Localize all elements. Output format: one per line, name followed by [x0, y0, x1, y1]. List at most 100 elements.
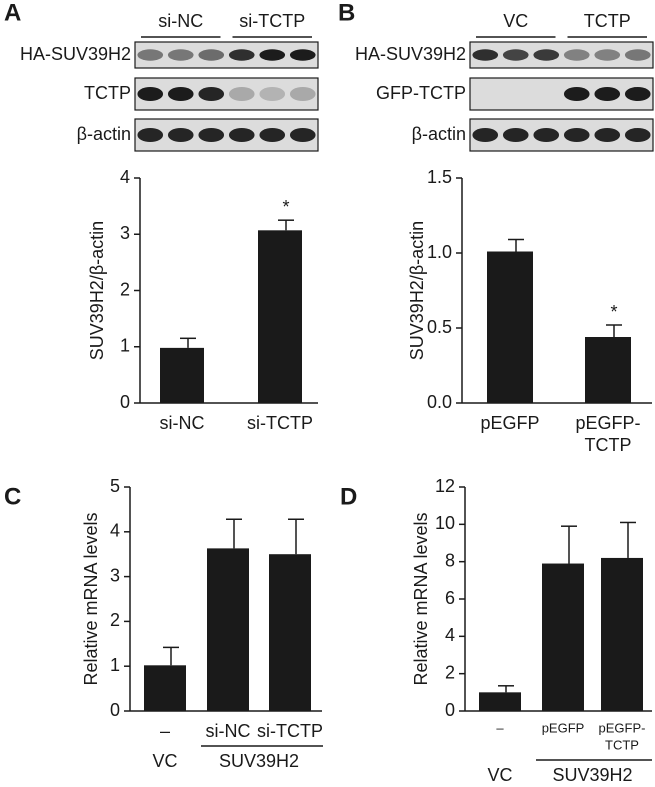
y-tick-label: 12 — [435, 476, 455, 496]
y-tick-label: 5 — [110, 476, 120, 496]
group-label: SUV39H2 — [552, 765, 632, 785]
blot-band — [198, 86, 225, 102]
x-tick-label: – — [496, 720, 504, 735]
y-axis-label: Relative mRNA levels — [411, 512, 431, 685]
blot-band — [137, 49, 164, 61]
blot-band — [624, 49, 651, 61]
x-tick-label: pEGFP — [480, 413, 539, 433]
blot-band — [624, 127, 651, 143]
x-tick-label: si-TCTP — [257, 721, 323, 741]
blot-band — [167, 127, 194, 143]
y-tick-label: 10 — [435, 513, 455, 533]
y-tick-label: 2 — [120, 279, 130, 299]
y-tick-label: 1 — [120, 336, 130, 356]
y-tick-label: 4 — [445, 625, 455, 645]
bar — [269, 554, 311, 711]
y-tick-label: 0 — [110, 700, 120, 720]
blot-band — [563, 86, 590, 102]
group-label: VC — [152, 751, 177, 771]
y-axis-label: Relative mRNA levels — [81, 512, 101, 685]
x-tick-label: TCTP — [585, 435, 632, 455]
x-tick-label: – — [160, 721, 170, 741]
y-tick-label: 2 — [110, 610, 120, 630]
blot-band — [594, 127, 621, 143]
blot-band — [137, 86, 164, 102]
blot-band — [167, 86, 194, 102]
x-tick-label: si-TCTP — [247, 413, 313, 433]
y-tick-label: 3 — [110, 565, 120, 585]
blot-strip — [469, 118, 654, 152]
x-tick-label: TCTP — [605, 737, 639, 752]
blot-band — [533, 127, 560, 143]
y-tick-label: 1.0 — [427, 242, 452, 262]
blot-band — [167, 49, 194, 61]
y-tick-label: 6 — [445, 588, 455, 608]
bar — [585, 337, 631, 403]
y-tick-label: 0.5 — [427, 317, 452, 337]
blot-row-label: TCTP — [84, 83, 131, 103]
blot-band — [259, 86, 286, 102]
panel-label: B — [338, 0, 355, 26]
blot-band — [563, 49, 590, 61]
bar — [207, 548, 249, 711]
y-tick-label: 1 — [110, 655, 120, 675]
blot-strip — [469, 77, 654, 111]
y-tick-label: 0.0 — [427, 392, 452, 412]
x-tick-label: si-NC — [206, 721, 251, 741]
y-tick-label: 2 — [445, 662, 455, 682]
x-tick-label: pEGFP- — [575, 413, 640, 433]
y-tick-label: 1.5 — [427, 167, 452, 187]
bar — [479, 692, 521, 711]
x-tick-label: si-NC — [160, 413, 205, 433]
blot-band — [594, 49, 621, 61]
blot-row-label: β-actin — [412, 124, 466, 144]
panel-label: C — [4, 483, 21, 510]
x-tick-label: pEGFP — [542, 720, 585, 735]
blot-band — [472, 127, 499, 143]
blot-strip — [134, 77, 319, 111]
significance-marker: * — [610, 302, 617, 322]
blot-group-label: VC — [503, 11, 528, 31]
bar — [542, 563, 584, 711]
x-tick-label: pEGFP- — [599, 720, 646, 735]
blot-band — [198, 49, 225, 61]
y-tick-label: 4 — [110, 521, 120, 541]
blot-strip — [469, 41, 654, 69]
blot-band — [228, 49, 255, 61]
blot-band — [624, 86, 651, 102]
blot-band — [289, 86, 316, 102]
bar — [601, 557, 643, 711]
blot-group-label: TCTP — [584, 11, 631, 31]
blot-band — [289, 49, 316, 61]
blot-band — [259, 49, 286, 61]
panel-label: A — [4, 0, 21, 26]
blot-band — [228, 127, 255, 143]
blot-band — [502, 127, 529, 143]
blot-strip — [134, 118, 319, 152]
y-tick-label: 0 — [445, 700, 455, 720]
blot-band — [533, 49, 560, 61]
blot-row-label: β-actin — [77, 124, 131, 144]
bar — [144, 665, 186, 711]
blot-band — [228, 86, 255, 102]
bar — [258, 230, 302, 403]
group-label: SUV39H2 — [219, 751, 299, 771]
blot-strip — [134, 41, 319, 69]
blot-row-label: GFP-TCTP — [376, 83, 466, 103]
y-tick-label: 8 — [445, 550, 455, 570]
blot-group-label: si-TCTP — [239, 11, 305, 31]
blot-group-label: si-NC — [158, 11, 203, 31]
blot-band — [594, 86, 621, 102]
y-tick-label: 4 — [120, 167, 130, 187]
blot-row-label: HA-SUV39H2 — [355, 44, 466, 64]
bar — [160, 347, 204, 403]
blot-band — [137, 127, 164, 143]
y-tick-label: 3 — [120, 223, 130, 243]
y-axis-label: SUV39H2/β-actin — [407, 221, 427, 360]
blot-band — [502, 49, 529, 61]
y-axis-label: SUV39H2/β-actin — [87, 221, 107, 360]
blot-band — [289, 127, 316, 143]
y-tick-label: 0 — [120, 392, 130, 412]
significance-marker: * — [282, 197, 289, 217]
